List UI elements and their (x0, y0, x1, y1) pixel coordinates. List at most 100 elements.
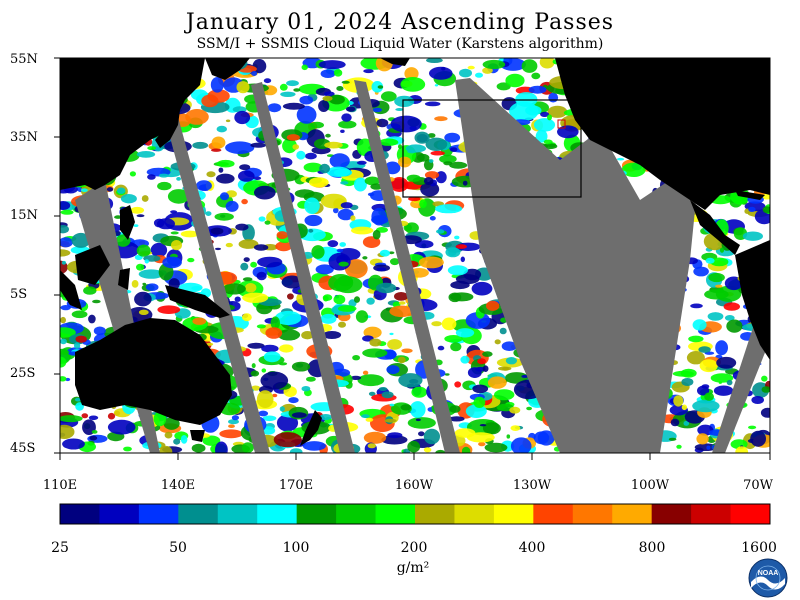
swath-gap (251, 82, 355, 453)
cloud-patch (138, 309, 149, 315)
lon-label-170e: 170E (278, 478, 314, 493)
cloud-patch (450, 342, 462, 352)
north-america-land (555, 58, 770, 210)
cloud-patch (333, 207, 339, 214)
cloud-patch (60, 356, 67, 368)
cloud-patch (225, 242, 233, 248)
cloud-patch (424, 171, 440, 179)
cloud-patch (222, 283, 246, 295)
cloud-patch (726, 379, 733, 386)
cloud-patch (455, 244, 467, 249)
cloud-patch (395, 108, 404, 111)
cloud-patch (673, 395, 684, 407)
cloud-patch (372, 229, 381, 240)
cloud-patch (707, 312, 724, 321)
cloud-patch (376, 282, 397, 294)
cloud-patch (381, 435, 408, 445)
cloud-patch (333, 69, 343, 77)
cloud-patch (676, 444, 682, 449)
cloud-patch (748, 206, 756, 212)
colorbar (60, 504, 771, 524)
lat-label-45s: 45S (10, 441, 36, 456)
cloud-patch (60, 338, 67, 345)
cloud-patch (192, 317, 207, 325)
cloud-patch (363, 431, 387, 444)
cloud-patch (384, 349, 397, 360)
cloud-patch (287, 293, 294, 300)
cloud-patch (136, 244, 151, 257)
cloud-patch (340, 181, 349, 185)
cloud-patch (761, 386, 770, 393)
cloud-patch (371, 81, 384, 93)
cloud-patch (389, 403, 395, 407)
cloud-patch (540, 111, 550, 117)
cloud-patch (454, 381, 462, 388)
cloud-patch (106, 187, 114, 192)
cloud-patch (202, 435, 221, 446)
cloud-patch (381, 391, 394, 399)
cloud-patch (363, 69, 374, 74)
cloud-patch (415, 418, 421, 422)
swath-gap (455, 78, 700, 453)
cloud-patch (380, 91, 397, 102)
cloud-patch (136, 151, 156, 158)
cloud-patch (364, 176, 381, 186)
cloud-patch (239, 164, 251, 171)
cloud-patch (267, 103, 282, 113)
cloud-patch (616, 157, 625, 161)
cloud-patch (697, 385, 710, 396)
cloud-patch (724, 315, 735, 321)
cloud-patch (705, 257, 715, 264)
cloud-patch (704, 392, 714, 401)
cloud-patch (180, 230, 200, 238)
cloud-patch (293, 88, 301, 92)
cloud-patch (761, 375, 768, 382)
cloud-patch (379, 249, 390, 257)
cloud-patch (238, 239, 259, 249)
cloud-patch (291, 361, 311, 372)
cloud-patch (427, 133, 436, 138)
cloud-patch (394, 292, 409, 301)
cloud-patch (327, 240, 339, 248)
cloud-patch (167, 189, 190, 204)
cloud-patch (333, 294, 346, 305)
cloud-patch (535, 129, 548, 143)
cloud-patch (692, 319, 707, 331)
cloud-patch (398, 156, 412, 168)
cloud-patch (247, 342, 265, 349)
cloud-patch (243, 257, 250, 262)
cloud-patch (341, 80, 350, 84)
cloud-patch (228, 424, 235, 429)
cloud-patch (258, 410, 269, 417)
cloud-patch (450, 147, 458, 153)
cloud-patch (454, 428, 476, 438)
cloud-patch (716, 289, 725, 293)
lon-label-140e: 140E (160, 478, 196, 493)
map-frame (59, 57, 771, 454)
cloud-patch (426, 58, 443, 63)
new-guinea-land (165, 285, 230, 318)
cloud-patch (454, 235, 460, 240)
colorbar-segment (217, 504, 258, 524)
cloud-patch (506, 434, 511, 439)
cloud-patch (361, 414, 370, 419)
cloud-patch (61, 260, 66, 265)
cloud-patch (133, 224, 139, 228)
cloud-patch (129, 171, 136, 177)
cloud-patch (723, 302, 740, 311)
colorbar-segment (651, 504, 692, 524)
cloud-patch (322, 295, 329, 302)
cloud-patch (276, 231, 288, 240)
lon-label-110e: 110E (42, 478, 78, 493)
cloud-patch (337, 208, 354, 221)
cloud-patch (215, 441, 228, 453)
cloud-patch (88, 415, 99, 421)
cloud-patch (414, 131, 430, 144)
cloud-patch (191, 443, 206, 453)
cloud-patch (378, 138, 399, 146)
cloud-patch (386, 365, 400, 375)
colorbar-segment (336, 504, 377, 524)
colorbar-label-800: 800 (638, 540, 666, 556)
cloud-patch (228, 419, 239, 425)
cloud-patch (120, 194, 137, 204)
